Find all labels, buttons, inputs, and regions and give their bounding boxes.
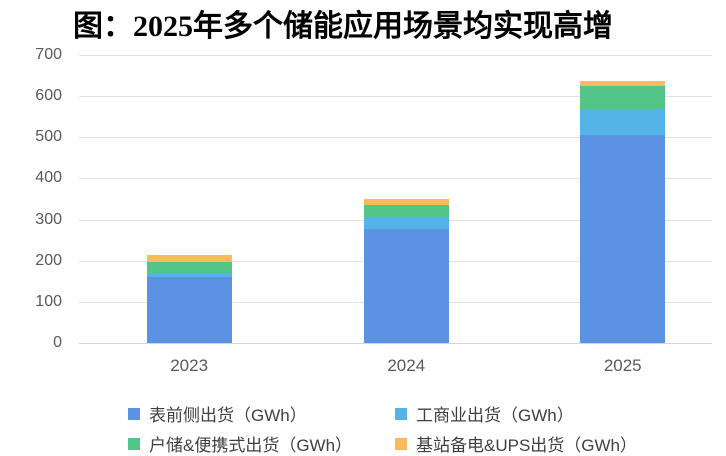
bar-segment-2023-series3 — [146, 255, 232, 262]
bar-segment-2023-series1 — [146, 273, 232, 278]
bar-segment-2025-series1 — [580, 108, 666, 136]
y-tick-label-200: 200 — [35, 251, 62, 269]
bar-segment-2024-series3 — [363, 199, 449, 206]
y-tick-label-600: 600 — [35, 87, 62, 105]
bar-segment-2025-series2 — [580, 85, 666, 109]
legend-item-3: 基站备电&UPS出货（GWh） — [395, 431, 637, 456]
x-tick-label-2023: 2023 — [170, 356, 209, 375]
bar-segment-2025-series3 — [580, 80, 666, 86]
bar-group-2024 — [363, 55, 449, 343]
bar-segment-2024-series1 — [363, 217, 449, 229]
x-tick-label-2025: 2025 — [603, 356, 642, 375]
y-tick-label-300: 300 — [35, 210, 62, 228]
gridline-0 — [79, 343, 712, 344]
legend-label: 工商业出货（GWh） — [416, 406, 574, 425]
y-tick-label-700: 700 — [35, 46, 62, 63]
bar-segment-2025-series0 — [580, 135, 666, 343]
y-tick-label-400: 400 — [35, 169, 62, 187]
legend-label: 户储&便携式出货（GWh） — [149, 436, 353, 455]
y-tick-label-100: 100 — [35, 292, 62, 310]
legend-swatch-icon — [395, 407, 407, 420]
bar-segment-2023-series2 — [146, 261, 232, 274]
legend-item-2: 户储&便携式出货（GWh） — [128, 431, 352, 456]
gridline-600 — [79, 96, 712, 98]
bar-segment-2023-series0 — [146, 277, 232, 343]
bar-group-2023 — [146, 55, 232, 343]
legend-swatch-icon — [395, 437, 407, 450]
bar-group-2025 — [580, 55, 666, 343]
gridline-500 — [79, 137, 712, 139]
y-tick-label-500: 500 — [35, 128, 62, 146]
gridline-400 — [79, 178, 712, 180]
legend-label: 表前侧出货（GWh） — [149, 406, 307, 425]
legend-swatch-icon — [128, 407, 140, 420]
chart-title: 图：2025年多个储能应用场景均实现高增 — [73, 10, 613, 43]
legend-label: 基站备电&UPS出货（GWh） — [416, 436, 638, 455]
y-tick-label-0: 0 — [53, 334, 62, 351]
x-tick-label-2024: 2024 — [387, 356, 426, 375]
legend-item-1: 工商业出货（GWh） — [395, 401, 574, 426]
legend-item-0: 表前侧出货（GWh） — [128, 401, 307, 426]
plot-area — [79, 55, 712, 344]
bar-segment-2024-series2 — [363, 205, 449, 218]
bar-segment-2024-series0 — [363, 228, 449, 343]
gridline-700 — [79, 55, 712, 56]
legend-swatch-icon — [128, 437, 140, 450]
